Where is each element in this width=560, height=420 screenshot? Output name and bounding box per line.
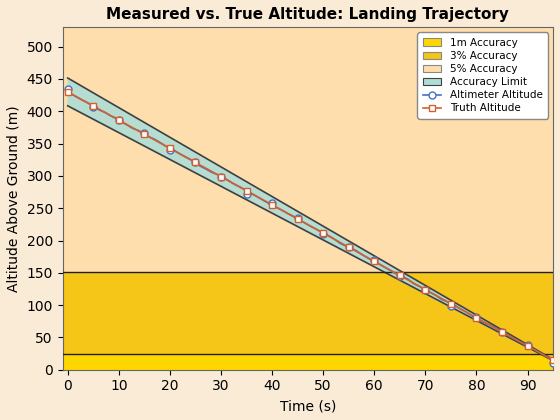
Title: Measured vs. True Altitude: Landing Trajectory: Measured vs. True Altitude: Landing Traj…: [106, 7, 509, 22]
Bar: [63, 272, 553, 354]
Bar: [63, 354, 553, 370]
X-axis label: Time (s): Time (s): [279, 399, 336, 413]
Y-axis label: Altitude Above Ground (m): Altitude Above Ground (m): [7, 105, 21, 292]
Legend: 1m Accuracy, 3% Accuracy, 5% Accuracy, Accuracy Limit, Altimeter Altitude, Truth: 1m Accuracy, 3% Accuracy, 5% Accuracy, A…: [417, 32, 548, 118]
